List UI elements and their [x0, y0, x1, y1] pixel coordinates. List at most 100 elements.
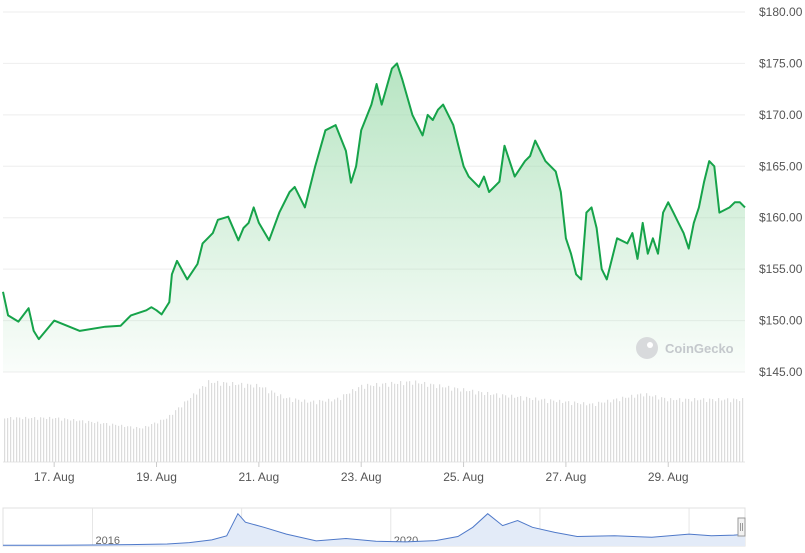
- volume-bar: [529, 398, 531, 462]
- volume-bar: [307, 402, 309, 462]
- volume-bar: [505, 395, 507, 462]
- volume-bar: [13, 419, 15, 462]
- y-tick-label: $175.00: [759, 56, 803, 70]
- volume-bar: [613, 399, 615, 462]
- volume-bar: [280, 394, 282, 462]
- volume-bar: [208, 380, 210, 462]
- volume-bar: [100, 423, 102, 462]
- volume-bar: [163, 419, 165, 462]
- volume-bar: [652, 396, 654, 462]
- volume-bar: [223, 382, 225, 462]
- volume-bar: [538, 400, 540, 462]
- volume-bar: [664, 397, 666, 462]
- volume-bar: [88, 420, 90, 462]
- volume-bar: [679, 398, 681, 462]
- x-tick-label: 19. Aug: [136, 470, 177, 484]
- volume-bar: [391, 381, 393, 462]
- volume-bar: [67, 419, 69, 462]
- volume-bar: [268, 393, 270, 462]
- volume-bar: [595, 406, 597, 462]
- volume-bar: [286, 398, 288, 462]
- navigator-handle-icon[interactable]: [737, 517, 746, 537]
- volume-bar: [457, 388, 459, 462]
- volume-bar: [271, 390, 273, 462]
- volume-bar: [73, 419, 75, 462]
- volume-bar: [430, 383, 432, 462]
- volume-bar: [139, 428, 141, 462]
- volume-bar: [469, 391, 471, 462]
- volume-bar: [172, 414, 174, 462]
- volume-bar: [370, 385, 372, 462]
- navigator[interactable]: 20162018202020222024: [2, 507, 746, 547]
- volume-bar: [202, 386, 204, 462]
- volume-bar: [658, 399, 660, 462]
- volume-bar: [31, 418, 33, 462]
- volume-bar: [406, 381, 408, 462]
- volume-bar: [733, 398, 735, 462]
- volume-bars: [4, 380, 744, 462]
- volume-bar: [409, 381, 411, 462]
- volume-bar: [79, 420, 81, 462]
- volume-bar: [46, 419, 48, 462]
- volume-bar: [511, 394, 513, 462]
- volume-bar: [7, 418, 9, 462]
- volume-bar: [400, 381, 402, 462]
- volume-bar: [265, 387, 267, 462]
- volume-bar: [571, 405, 573, 462]
- volume-bar: [721, 400, 723, 462]
- volume-bar: [199, 388, 201, 462]
- volume-bar: [562, 402, 564, 462]
- volume-bar: [136, 426, 138, 462]
- volume-bar: [634, 397, 636, 462]
- volume-bar: [694, 398, 696, 462]
- volume-bar: [433, 384, 435, 462]
- volume-bar: [427, 386, 429, 462]
- volume-bar: [532, 399, 534, 462]
- volume-bar: [157, 423, 159, 462]
- volume-bar: [328, 398, 330, 462]
- volume-bar: [97, 421, 99, 462]
- x-tick-label: 27. Aug: [546, 470, 587, 484]
- volume-bar: [184, 401, 186, 462]
- volume-bar: [304, 399, 306, 462]
- volume-bar: [160, 419, 162, 462]
- volume-bar: [499, 397, 501, 462]
- volume-bar: [112, 423, 114, 462]
- volume-bar: [76, 421, 78, 462]
- volume-bar: [58, 417, 60, 462]
- volume-bar: [166, 418, 168, 462]
- watermark: CoinGecko: [636, 337, 734, 359]
- volume-bar: [121, 424, 123, 462]
- volume-bar: [508, 397, 510, 462]
- volume-bar: [55, 418, 57, 462]
- volume-bar: [691, 401, 693, 462]
- volume-bar: [592, 403, 594, 462]
- volume-bar: [106, 422, 108, 462]
- volume-bar: [61, 420, 63, 462]
- volume-bar: [493, 394, 495, 462]
- x-tick-label: 23. Aug: [341, 470, 382, 484]
- volume-bar: [553, 400, 555, 462]
- price-area: [3, 63, 745, 373]
- volume-bar: [10, 417, 12, 462]
- volume-bar: [28, 418, 30, 462]
- volume-bar: [49, 416, 51, 462]
- volume-bar: [424, 381, 426, 462]
- volume-bar: [520, 396, 522, 462]
- volume-bar: [358, 387, 360, 462]
- volume-bar: [706, 402, 708, 462]
- volume-bar: [580, 404, 582, 462]
- volume-bar: [217, 380, 219, 462]
- volume-bar: [394, 383, 396, 462]
- volume-bar: [22, 419, 24, 462]
- y-tick-label: $165.00: [759, 159, 803, 173]
- volume-bar: [319, 399, 321, 462]
- volume-bar: [214, 382, 216, 462]
- volume-bar: [496, 393, 498, 462]
- volume-bar: [700, 399, 702, 462]
- volume-bar: [367, 383, 369, 462]
- volume-bar: [586, 405, 588, 462]
- volume-bar: [196, 394, 198, 462]
- y-axis-ticks: $145.00 $150.00 $155.00 $160.00 $165.00 $170.…: [759, 5, 803, 379]
- volume-bar: [643, 396, 645, 462]
